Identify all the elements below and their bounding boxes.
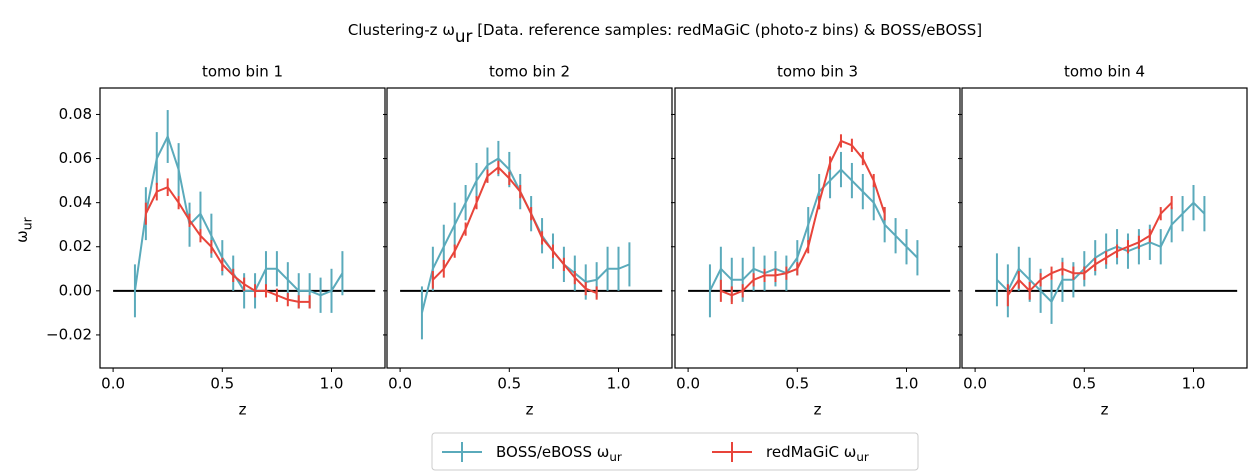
legend-label: redMaGiC ωur	[766, 443, 869, 464]
panel-frame	[386, 87, 673, 369]
x-axis-label: z	[526, 401, 534, 419]
x-axis-label: z	[239, 401, 247, 419]
subscript: ur	[609, 450, 622, 464]
y-tick-label: 0.06	[59, 149, 92, 167]
panel-frame	[99, 87, 386, 369]
panel-frame	[674, 87, 961, 369]
y-axis-label: ωur	[13, 216, 34, 243]
x-tick-label: 0.5	[497, 375, 521, 393]
panel-title: tomo bin 3	[777, 63, 858, 81]
series-line	[996, 201, 1206, 304]
x-tick-label: 0.0	[101, 375, 125, 393]
subscript: ur	[455, 26, 473, 46]
text-part: redMaGiC ω	[766, 443, 856, 461]
x-axis-label: z	[1101, 401, 1109, 419]
legend-label: BOSS/eBOSS ωur	[496, 443, 622, 464]
subscript: ur	[19, 216, 34, 230]
y-tick-label: 0.08	[59, 105, 92, 123]
x-tick-label: 0.0	[676, 375, 700, 393]
legend-box	[431, 432, 919, 471]
series-line	[432, 166, 598, 294]
text-part: ω	[13, 230, 31, 243]
x-tick-label: 1.0	[1182, 375, 1206, 393]
series-line	[1007, 201, 1173, 296]
text-part: Clustering-z ω	[348, 21, 455, 39]
series-line	[420, 157, 630, 314]
panel-title: tomo bin 4	[1064, 63, 1145, 81]
subscript: ur	[856, 450, 869, 464]
x-tick-label: 0.0	[963, 375, 987, 393]
panel-frame	[961, 87, 1248, 369]
series-line	[709, 168, 919, 292]
x-tick-label: 1.0	[320, 375, 344, 393]
x-tick-label: 0.0	[388, 375, 412, 393]
y-tick-label: 0.04	[59, 193, 92, 211]
x-tick-label: 0.5	[785, 375, 809, 393]
text-part: BOSS/eBOSS ω	[496, 443, 609, 461]
y-tick-label: 0.02	[59, 237, 92, 255]
x-axis-label: z	[814, 401, 822, 419]
y-tick-label: −0.02	[46, 325, 92, 343]
x-tick-label: 1.0	[607, 375, 631, 393]
y-tick-label: 0.00	[59, 281, 92, 299]
panel-title: tomo bin 2	[489, 63, 570, 81]
text-part: [Data. reference samples: redMaGiC (phot…	[472, 21, 982, 39]
x-tick-label: 1.0	[895, 375, 919, 393]
x-tick-label: 0.5	[1072, 375, 1096, 393]
panel-title: tomo bin 1	[202, 63, 283, 81]
series-line	[144, 185, 310, 303]
figure-title: Clustering-z ωur [Data. reference sample…	[348, 21, 982, 47]
series-line	[720, 139, 886, 297]
x-tick-label: 0.5	[210, 375, 234, 393]
series-line	[133, 133, 344, 297]
